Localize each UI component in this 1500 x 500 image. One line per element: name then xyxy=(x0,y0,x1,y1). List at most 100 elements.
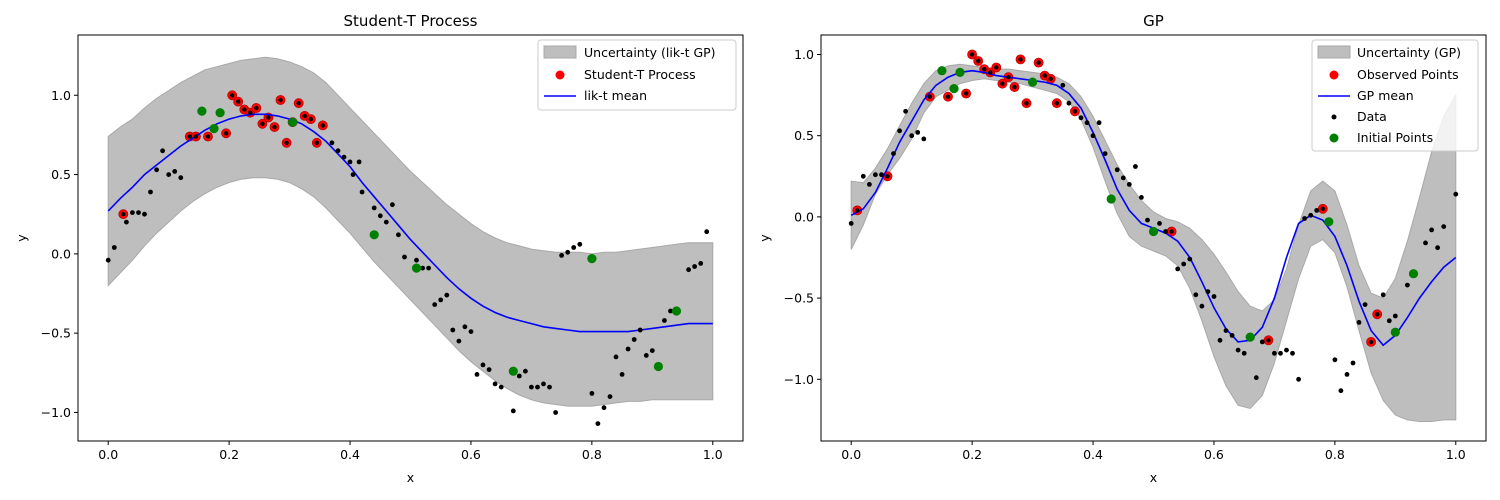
data-point xyxy=(1296,376,1301,382)
data-point xyxy=(498,384,504,390)
data-point xyxy=(516,373,522,379)
observed-point-center xyxy=(260,121,265,127)
x-tick-label: 0.6 xyxy=(1204,447,1224,462)
data-point xyxy=(341,154,347,160)
data-point xyxy=(510,408,516,414)
observed-point-center xyxy=(1012,84,1017,90)
data-point xyxy=(474,372,480,377)
observed-point-center xyxy=(187,134,192,139)
data-point xyxy=(1199,303,1205,309)
initial-point xyxy=(1390,327,1400,337)
observed-point-center xyxy=(1320,206,1326,211)
legend-swatch-band xyxy=(1317,45,1351,59)
data-point xyxy=(1356,320,1362,325)
data-point xyxy=(535,384,540,390)
legend-label-data: Data xyxy=(1357,109,1387,124)
initial-point xyxy=(587,254,597,264)
observed-point-center xyxy=(976,58,981,64)
x-tick-label: 1.0 xyxy=(1446,447,1466,462)
legend-frame xyxy=(537,39,737,111)
gp-plot-area xyxy=(848,49,1459,422)
data-point xyxy=(111,245,117,250)
x-tick-label: 0.2 xyxy=(219,447,239,462)
data-point xyxy=(432,302,438,307)
data-point xyxy=(915,130,921,135)
data-point xyxy=(1120,175,1126,181)
data-point xyxy=(1314,208,1320,213)
initial-point xyxy=(508,366,518,376)
gp-ticks: 0.0 0.2 0.4 0.6 0.8 1.0 −1.0 −0.5 0.0 0.5 1.0 xyxy=(784,47,1466,462)
initial-point xyxy=(1028,77,1038,87)
data-point xyxy=(921,136,927,142)
y-tick-label: 1.0 xyxy=(794,47,814,62)
data-point xyxy=(577,241,583,247)
initial-point xyxy=(1245,332,1255,342)
data-point xyxy=(897,128,902,134)
data-point xyxy=(1392,313,1398,319)
observed-point-center xyxy=(982,66,987,72)
y-tick-label: 0.5 xyxy=(51,167,71,182)
mean-line xyxy=(107,113,713,333)
observed-point-center xyxy=(272,124,277,130)
data-point xyxy=(420,265,425,271)
data-point xyxy=(1187,256,1193,262)
observed-point-center xyxy=(1368,339,1374,345)
legend-label-observed: Student-T Process xyxy=(584,67,696,82)
observed-point-center xyxy=(193,134,199,139)
data-point xyxy=(571,245,577,250)
data-point xyxy=(1193,292,1199,298)
data-point xyxy=(873,172,878,178)
observed-point-center xyxy=(248,110,253,115)
legend-marker-observed xyxy=(1329,70,1339,80)
uncertainty-band xyxy=(850,63,1457,422)
observed-point-center xyxy=(205,134,211,139)
data-point xyxy=(891,151,896,157)
observed-point-center xyxy=(314,140,319,145)
data-point xyxy=(456,338,462,344)
student-t-ylabel: y xyxy=(14,234,29,242)
data-point xyxy=(335,148,341,154)
data-point xyxy=(1133,164,1138,169)
data-point xyxy=(1435,245,1440,251)
data-point xyxy=(860,173,866,179)
data-point xyxy=(1078,115,1084,121)
student-t-title: Student-T Process xyxy=(344,12,478,30)
x-tick-label: 0.4 xyxy=(340,447,360,462)
data-point xyxy=(523,368,528,374)
data-point xyxy=(492,381,498,387)
data-point xyxy=(356,159,362,165)
data-point xyxy=(704,229,710,235)
gp-title: GP xyxy=(1143,12,1164,30)
y-tick-label: 0.0 xyxy=(794,209,814,224)
data-point xyxy=(390,202,395,208)
data-point xyxy=(601,405,607,411)
data-point xyxy=(329,140,335,146)
observed-point-center xyxy=(121,212,126,217)
observed-point-center xyxy=(1042,73,1047,78)
observed-point-center xyxy=(284,140,289,145)
data-point xyxy=(1380,292,1386,298)
observed-point-center xyxy=(296,101,301,106)
data-point xyxy=(383,219,389,225)
data-point xyxy=(1114,167,1120,173)
initial-point xyxy=(1408,269,1419,279)
observed-point-center xyxy=(266,115,271,120)
data-point xyxy=(613,354,619,360)
x-tick-label: 0.6 xyxy=(461,447,481,462)
data-point xyxy=(178,175,184,181)
observed-point-center xyxy=(302,113,307,119)
x-tick-label: 1.0 xyxy=(703,447,723,462)
data-point xyxy=(867,182,872,187)
data-point xyxy=(589,391,595,396)
data-point xyxy=(160,148,166,154)
legend-label-mean: GP mean xyxy=(1357,88,1414,103)
data-point xyxy=(1235,347,1241,353)
data-point xyxy=(1084,120,1090,126)
observed-point-center xyxy=(1024,101,1029,106)
y-tick-label: 1.0 xyxy=(51,88,71,103)
student-t-axes-frame xyxy=(77,34,744,442)
data-point xyxy=(529,384,534,390)
observed-point-center xyxy=(988,70,993,75)
observed-point-center xyxy=(278,97,283,103)
observed-point-center xyxy=(1072,109,1078,114)
